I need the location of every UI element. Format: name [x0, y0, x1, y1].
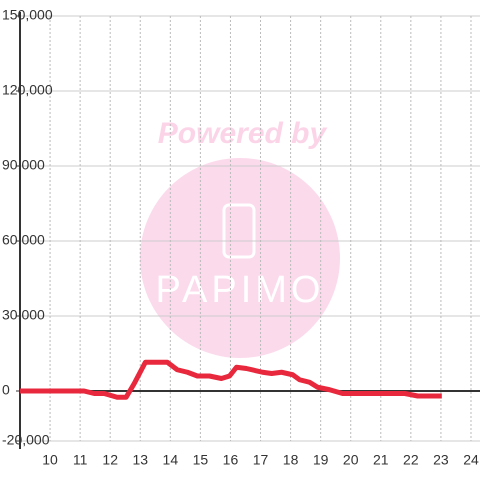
y-tick-label: 60,000: [2, 232, 45, 248]
x-tick-label: 12: [102, 452, 118, 468]
y-tick-label: -20,000: [2, 432, 50, 448]
x-tick-label: 17: [253, 452, 269, 468]
x-tick-label: 11: [73, 452, 88, 468]
x-tick-label: 18: [283, 452, 299, 468]
watermark-text: Powered by: [158, 117, 328, 150]
x-tick-label: 24: [463, 452, 479, 468]
y-tick-label: 30,000: [2, 307, 45, 323]
y-tick-label: 90,000: [2, 157, 45, 173]
x-tick-label: 22: [403, 452, 419, 468]
watermark-icon: [222, 203, 256, 259]
x-tick-label: 23: [433, 452, 449, 468]
watermark: Powered by PAPIMO: [140, 117, 340, 358]
y-tick-label: 150,000: [2, 7, 53, 23]
line-series: [20, 359, 442, 400]
y-tick-label: 0: [2, 382, 10, 398]
watermark-brand: PAPIMO: [156, 269, 325, 311]
x-tick-label: 20: [343, 452, 359, 468]
x-tick-label: 21: [373, 452, 389, 468]
x-tick-label: 14: [163, 452, 179, 468]
x-tick-label: 13: [132, 452, 148, 468]
y-tick-label: 120,000: [2, 82, 53, 98]
x-tick-label: 10: [42, 452, 58, 468]
x-tick-label: 16: [223, 452, 239, 468]
x-tick-label: 15: [193, 452, 209, 468]
x-tick-label: 19: [313, 452, 329, 468]
